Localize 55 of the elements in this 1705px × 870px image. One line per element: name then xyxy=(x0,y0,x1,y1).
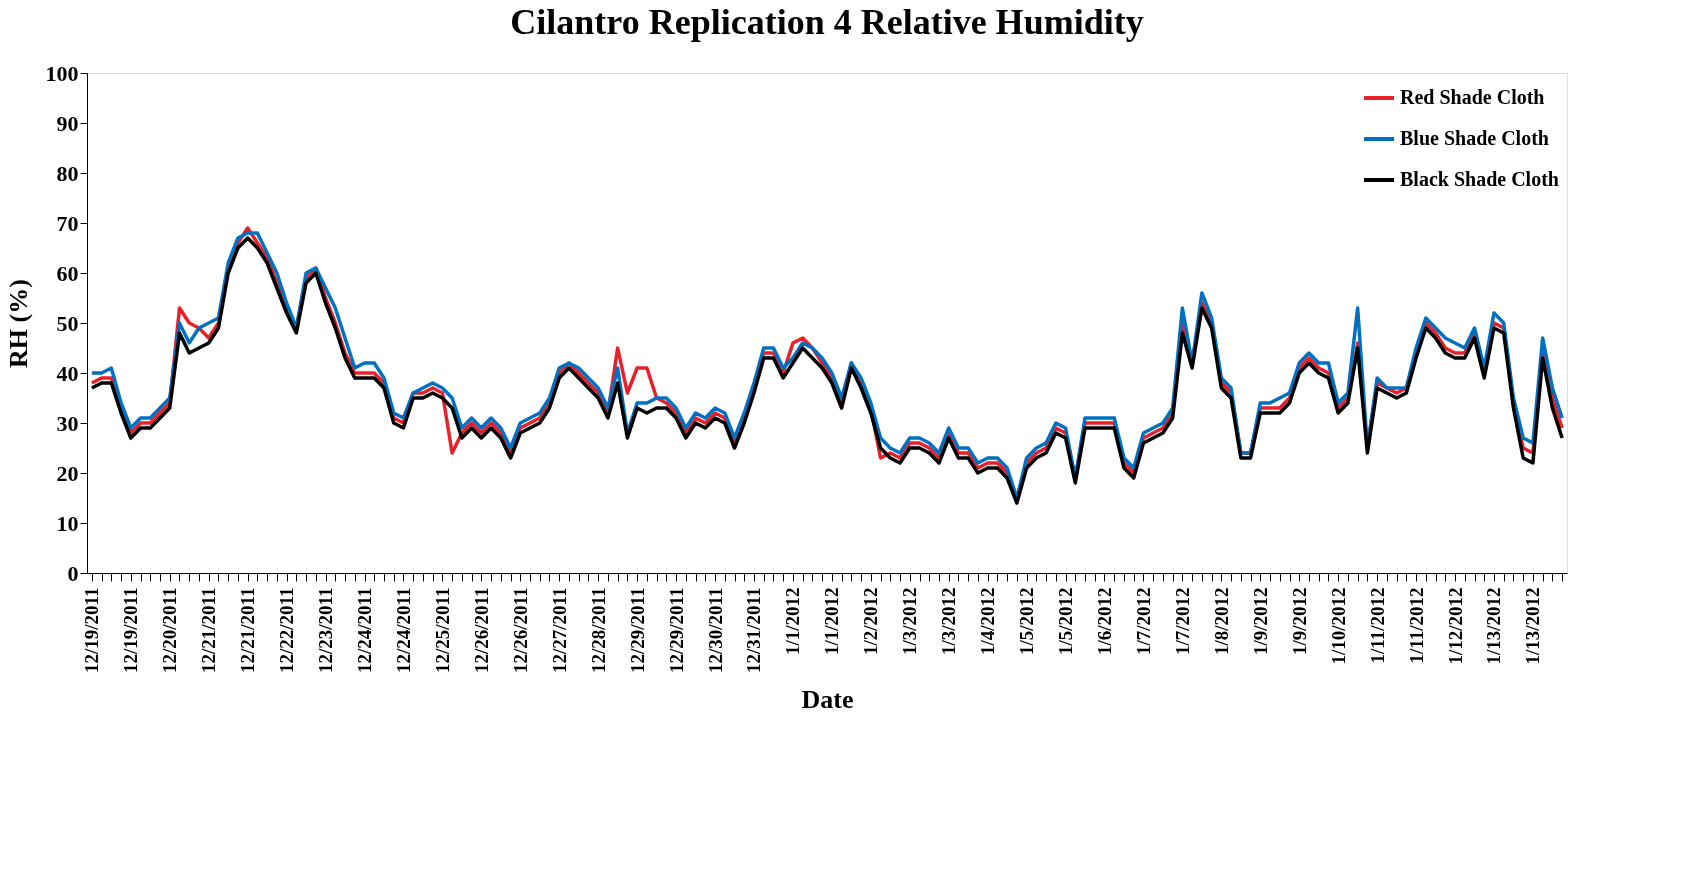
x-tick-label: 1/5/2012 xyxy=(1016,587,1038,656)
x-tick-label: 12/21/2011 xyxy=(198,587,220,674)
chart-title: Cilantro Replication 4 Relative Humidity xyxy=(510,2,1144,42)
legend-label: Blue Shade Cloth xyxy=(1400,127,1549,149)
x-tick-label: 1/9/2012 xyxy=(1288,587,1310,656)
x-tick-label: 12/26/2011 xyxy=(470,587,492,674)
legend-label: Red Shade Cloth xyxy=(1400,86,1545,108)
x-tick-label: 1/2/2012 xyxy=(860,587,882,656)
x-tick-label: 1/13/2012 xyxy=(1522,587,1544,665)
x-tick-label: 1/1/2012 xyxy=(821,587,843,656)
legend-label: Black Shade Cloth xyxy=(1400,168,1559,190)
x-tick-label: 12/20/2011 xyxy=(159,587,181,674)
x-tick-label: 1/4/2012 xyxy=(977,587,999,656)
x-tick-label: 12/19/2011 xyxy=(81,587,103,674)
y-tick-label: 70 xyxy=(56,210,79,236)
y-tick-label: 90 xyxy=(56,110,79,136)
x-tick-label: 1/10/2012 xyxy=(1327,587,1349,665)
x-tick-label: 1/11/2012 xyxy=(1405,587,1427,664)
x-tick-label: 12/23/2011 xyxy=(315,587,337,674)
x-axis-title: Date xyxy=(801,685,854,715)
y-tick-label: 50 xyxy=(56,310,79,336)
x-tick-label: 12/19/2011 xyxy=(120,587,142,674)
x-tick-label: 1/13/2012 xyxy=(1483,587,1505,665)
x-tick-label: 12/30/2011 xyxy=(704,587,726,674)
y-tick-label: 60 xyxy=(56,260,79,286)
x-tick-label: 12/31/2011 xyxy=(743,587,765,674)
x-tick-label: 1/8/2012 xyxy=(1210,587,1232,656)
y-tick-label: 30 xyxy=(56,410,79,436)
x-tick-label: 1/7/2012 xyxy=(1171,587,1193,656)
x-tick-label: 12/25/2011 xyxy=(431,587,453,674)
x-tick-label: 1/6/2012 xyxy=(1094,587,1115,656)
x-tick-label: 1/3/2012 xyxy=(938,587,960,656)
y-tick-label: 0 xyxy=(67,560,79,586)
x-tick-label: 12/22/2011 xyxy=(276,587,298,674)
y-tick-label: 10 xyxy=(56,510,79,536)
y-axis-title: RH (%) xyxy=(3,279,33,368)
x-tick-label: 1/9/2012 xyxy=(1249,587,1271,656)
y-tick-label: 80 xyxy=(56,160,79,186)
x-tick-label: 12/29/2011 xyxy=(665,587,687,674)
x-tick-label: 12/27/2011 xyxy=(548,587,570,674)
x-tick-label: 12/24/2011 xyxy=(392,587,414,674)
x-tick-label: 1/7/2012 xyxy=(1132,587,1154,656)
x-tick-label: 12/21/2011 xyxy=(237,587,259,674)
y-tick-label: 40 xyxy=(56,360,79,386)
x-tick-label: 12/28/2011 xyxy=(587,587,609,674)
x-tick-label: 1/5/2012 xyxy=(1055,587,1077,656)
x-tick-label: 1/1/2012 xyxy=(782,587,804,656)
x-tick-label: 1/3/2012 xyxy=(899,587,921,656)
y-tick-label: 100 xyxy=(45,60,79,86)
x-tick-label: 1/11/2012 xyxy=(1366,587,1388,664)
x-tick-label: 1/12/2012 xyxy=(1444,587,1466,665)
y-tick-label: 20 xyxy=(56,460,79,486)
x-tick-label: 12/24/2011 xyxy=(354,587,375,674)
x-tick-label: 12/26/2011 xyxy=(509,587,531,674)
x-tick-label: 12/29/2011 xyxy=(626,587,648,674)
